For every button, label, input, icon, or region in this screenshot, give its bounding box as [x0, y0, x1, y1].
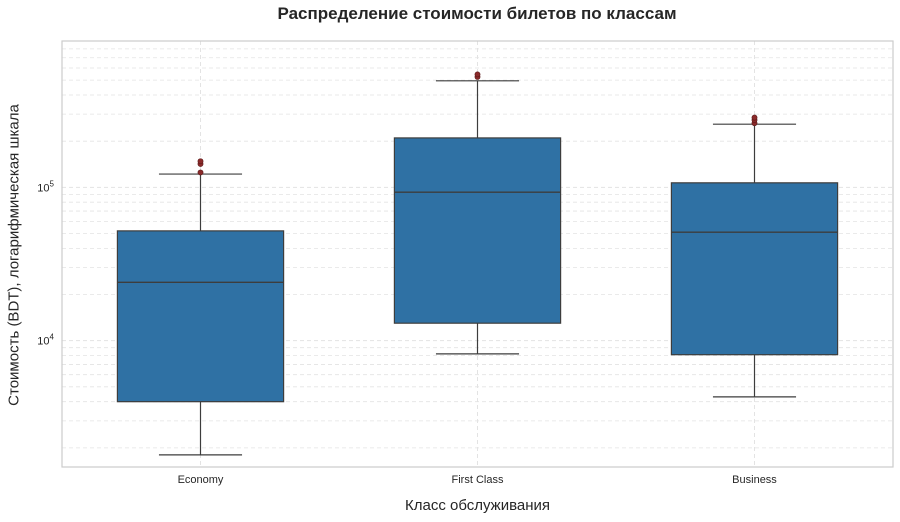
chart-title: Распределение стоимости билетов по класс…: [277, 4, 677, 23]
box-economy: [116, 230, 285, 403]
box-first-class: [393, 137, 562, 324]
x-tick-label: Economy: [178, 474, 224, 486]
outlier-point: [197, 158, 204, 165]
x-tick-label: First Class: [452, 474, 504, 486]
plot-frame: [61, 40, 894, 468]
outlier-point: [197, 169, 204, 176]
box-business: [670, 182, 839, 356]
y-tick-label: 104: [37, 333, 54, 348]
ticks: Economy First Class Business 104 105: [37, 179, 777, 486]
x-tick-label: Business: [732, 474, 777, 486]
boxes: [116, 71, 839, 456]
x-axis-label: Класс обслуживания: [404, 497, 551, 514]
outlier-point: [751, 114, 758, 121]
outlier-point: [474, 71, 481, 78]
y-tick-label: 105: [37, 179, 54, 194]
